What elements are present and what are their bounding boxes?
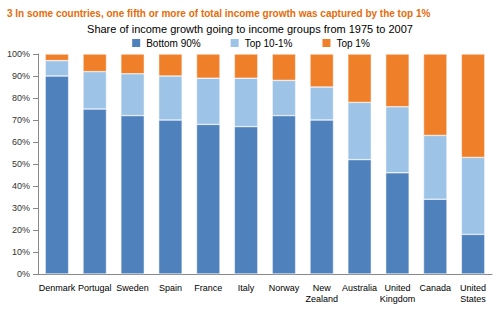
svg-text:10%: 10% — [12, 247, 30, 257]
svg-text:20%: 20% — [12, 225, 30, 235]
svg-text:60%: 60% — [12, 137, 30, 147]
svg-text:Italy: Italy — [238, 283, 255, 293]
svg-text:Zealand: Zealand — [305, 294, 338, 304]
svg-text:Share of income growth going t: Share of income growth going to income g… — [87, 23, 413, 35]
svg-text:Australia: Australia — [342, 283, 377, 293]
svg-text:Norway: Norway — [269, 283, 300, 293]
svg-text:Canada: Canada — [419, 283, 451, 293]
svg-text:30%: 30% — [12, 203, 30, 213]
svg-text:100%: 100% — [7, 49, 30, 59]
svg-text:Spain: Spain — [159, 283, 182, 293]
svg-text:Kingdom: Kingdom — [380, 294, 416, 304]
svg-text:3 In some countries, one fifth: 3 In some countries, one fifth or more o… — [7, 8, 430, 19]
svg-text:New: New — [313, 283, 332, 293]
svg-text:Top 10-1%: Top 10-1% — [245, 38, 293, 49]
svg-text:Sweden: Sweden — [116, 283, 149, 293]
svg-text:90%: 90% — [12, 71, 30, 81]
svg-text:United: United — [460, 283, 486, 293]
svg-text:80%: 80% — [12, 93, 30, 103]
svg-text:United: United — [384, 283, 410, 293]
svg-text:Top 1%: Top 1% — [336, 38, 369, 49]
svg-text:70%: 70% — [12, 115, 30, 125]
svg-text:States: States — [460, 294, 486, 304]
svg-text:0%: 0% — [17, 269, 30, 279]
svg-text:50%: 50% — [12, 159, 30, 169]
svg-text:Denmark: Denmark — [39, 283, 76, 293]
svg-text:40%: 40% — [12, 181, 30, 191]
svg-text:Portugal: Portugal — [78, 283, 112, 293]
svg-text:Bottom 90%: Bottom 90% — [146, 38, 201, 49]
svg-text:France: France — [194, 283, 222, 293]
